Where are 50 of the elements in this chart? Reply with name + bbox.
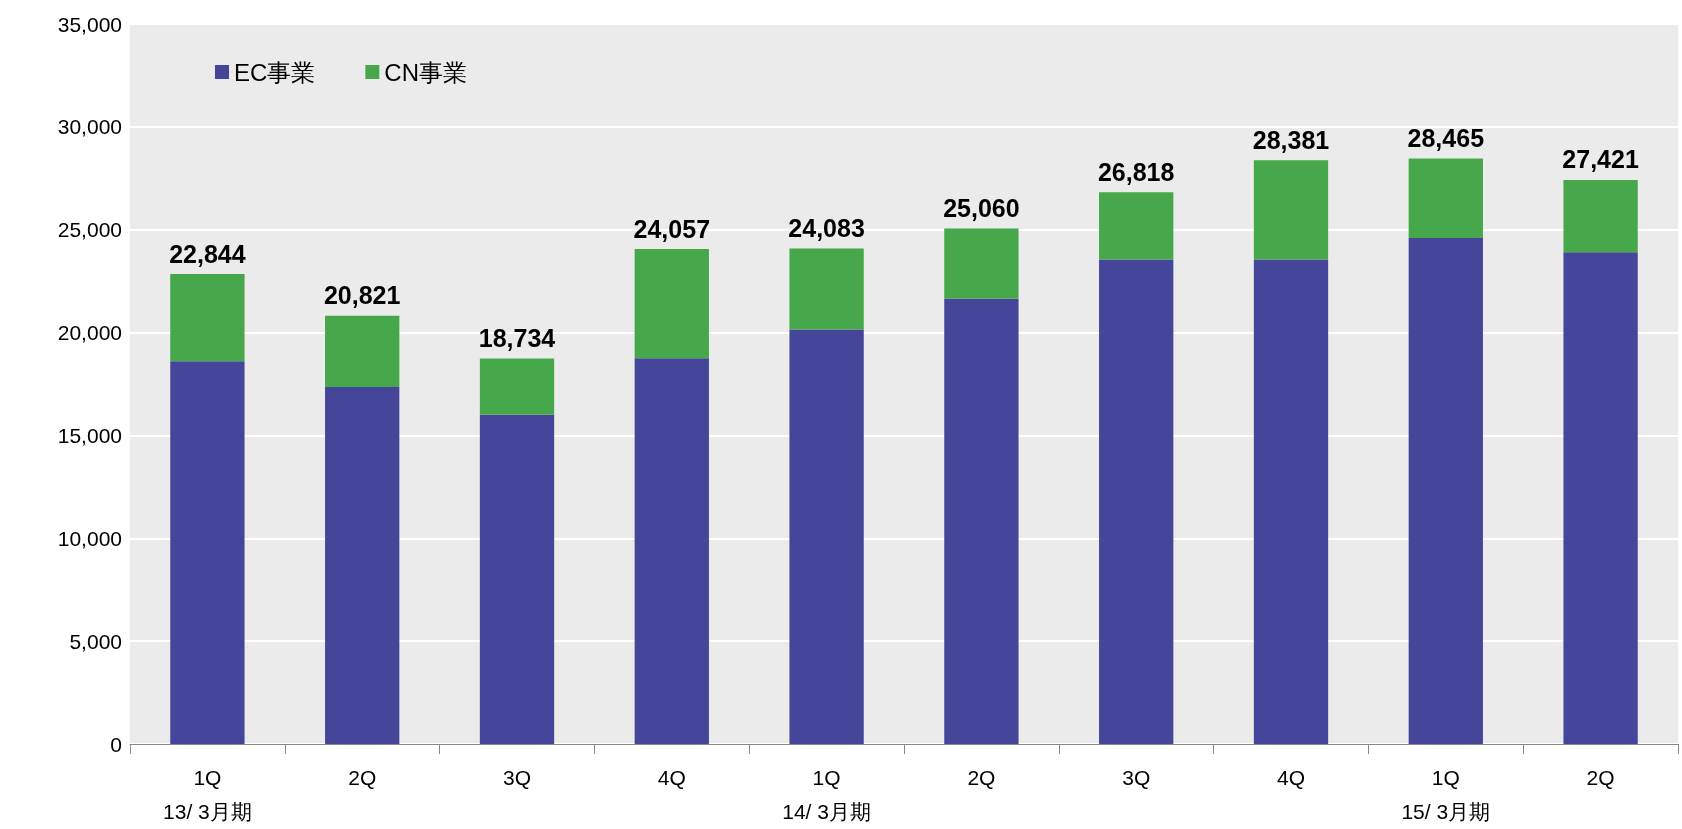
x-tick-label: 2Q	[967, 765, 996, 789]
x-tick-label: 1Q 13/ 3月期	[163, 765, 252, 823]
bar	[1408, 158, 1483, 238]
y-tick-label: 0	[110, 732, 122, 756]
y-tick-label: 5,000	[69, 629, 122, 653]
bar	[634, 249, 709, 359]
total-label: 18,734	[478, 324, 556, 353]
bar	[1563, 179, 1638, 253]
bar	[1099, 192, 1174, 260]
x-tick-label: 2Q	[348, 765, 377, 789]
bar	[479, 358, 555, 415]
legend-label: EC事業	[234, 58, 316, 86]
bar	[170, 274, 245, 362]
bar	[1253, 259, 1329, 744]
total-label: 26,818	[1097, 157, 1175, 186]
total-label: 22,844	[169, 239, 246, 268]
x-tick-label: 3Q	[1122, 765, 1151, 789]
x-tick-label: 1Q 14/ 3月期	[782, 765, 871, 823]
bar	[1099, 259, 1174, 744]
bar	[944, 228, 1019, 299]
total-label: 28,465	[1407, 123, 1485, 152]
y-tick-label: 35,000	[57, 12, 122, 36]
total-label: 27,421	[1562, 145, 1639, 174]
bar	[944, 298, 1019, 744]
bar	[789, 248, 864, 330]
bar	[325, 387, 400, 744]
total-label: 24,057	[633, 214, 711, 243]
bar	[1408, 237, 1483, 744]
bar	[1563, 252, 1638, 744]
y-tick-label: 10,000	[57, 526, 122, 550]
bar	[1253, 160, 1329, 260]
total-label: 20,821	[323, 281, 401, 310]
bar	[325, 315, 400, 388]
total-label: 28,381	[1252, 125, 1330, 154]
bar	[170, 361, 245, 744]
x-tick-label: 3Q	[502, 765, 532, 789]
y-tick-label: 15,000	[57, 423, 122, 447]
total-label: 25,060	[943, 193, 1020, 222]
x-tick-label: 1Q 15/ 3月期	[1401, 765, 1491, 823]
x-tick-label: 4Q	[657, 765, 686, 789]
bar	[789, 329, 864, 744]
x-tick-label: 2Q	[1586, 765, 1615, 789]
y-tick-label: 25,000	[57, 218, 122, 242]
y-tick-label: 30,000	[57, 115, 122, 139]
y-tick-label: 20,000	[57, 321, 122, 345]
x-tick-label: 4Q	[1276, 765, 1306, 789]
legend-label: CN事業	[384, 58, 468, 86]
bar	[634, 358, 709, 744]
bar	[479, 414, 555, 744]
total-label: 24,083	[788, 214, 865, 243]
